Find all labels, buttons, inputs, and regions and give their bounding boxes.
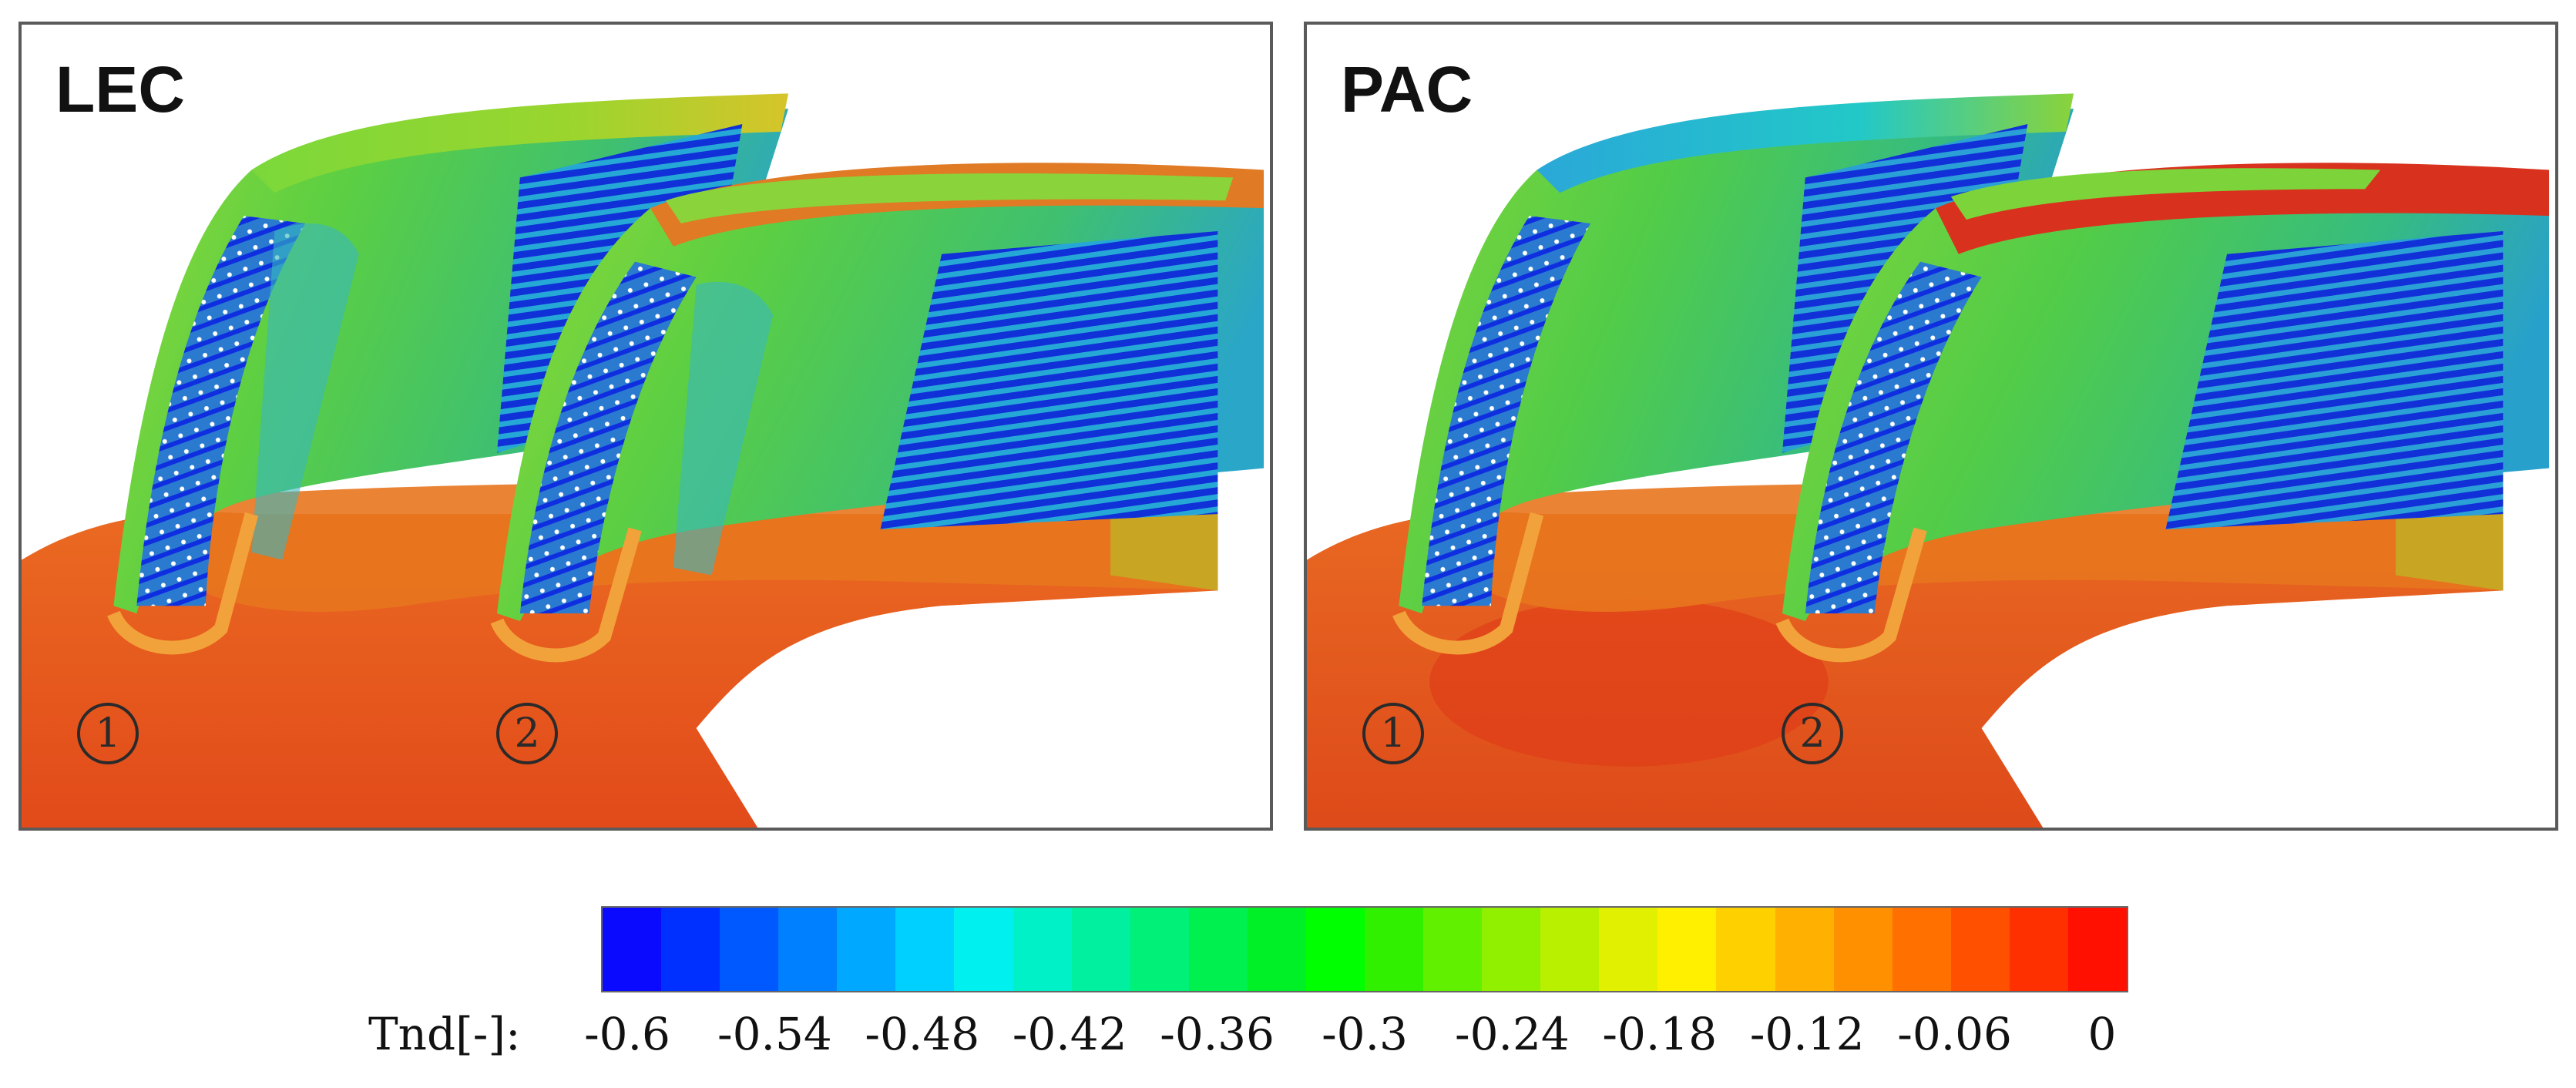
colorbar xyxy=(601,906,2128,992)
colorbar-tick-label: -0.6 xyxy=(584,1008,670,1060)
colorbar-cell xyxy=(1071,908,1130,991)
location-marker-1: 1 xyxy=(77,703,139,764)
colorbar-cell xyxy=(603,908,662,991)
colorbar-cell xyxy=(1130,908,1189,991)
pac-contour-image xyxy=(1307,93,2555,828)
colorbar-cell xyxy=(954,908,1013,991)
colorbar-cell xyxy=(1305,908,1365,991)
colorbar-tick-label: -0.06 xyxy=(1897,1008,2012,1060)
colorbar-cell xyxy=(895,908,955,991)
colorbar-cell xyxy=(1657,908,1717,991)
colorbar-cell xyxy=(720,908,779,991)
panel-pac: PAC 1 2 xyxy=(1304,22,2558,831)
colorbar-tick-label: -0.48 xyxy=(865,1008,980,1060)
location-marker-2: 2 xyxy=(496,703,558,764)
colorbar-cell xyxy=(778,908,838,991)
lec-contour-image xyxy=(22,93,1270,828)
colorbar-cell xyxy=(837,908,896,991)
colorbar-cell xyxy=(1833,908,1893,991)
colorbar-cell xyxy=(661,908,720,991)
location-marker-1: 1 xyxy=(1362,703,1424,764)
panel-title: LEC xyxy=(55,53,185,126)
colorbar-tick-label: -0.18 xyxy=(1602,1008,1718,1060)
colorbar-tick-label: -0.54 xyxy=(717,1008,832,1060)
colorbar-cell xyxy=(1013,908,1072,991)
colorbar-cell xyxy=(2067,908,2128,991)
colorbar-tick-label: -0.42 xyxy=(1012,1008,1127,1060)
colorbar-cell xyxy=(1482,908,1541,991)
colorbar-cell xyxy=(1599,908,1658,991)
colorbar-cell xyxy=(1540,908,1600,991)
colorbar-cell xyxy=(1188,908,1248,991)
colorbar-tick-label: 0 xyxy=(2087,1008,2117,1060)
colorbar-tick-label: -0.3 xyxy=(1322,1008,1408,1060)
colorbar-tick-label: -0.36 xyxy=(1160,1008,1275,1060)
colorbar-tick-label: -0.12 xyxy=(1749,1008,1865,1060)
colorbar-cell xyxy=(1775,908,1834,991)
location-marker-2: 2 xyxy=(1782,703,1843,764)
colorbar-cell xyxy=(1892,908,1951,991)
colorbar-cell xyxy=(1950,908,2010,991)
colorbar-tick-label: -0.24 xyxy=(1455,1008,1570,1060)
panel-title: PAC xyxy=(1341,53,1473,126)
colorbar-cell xyxy=(1423,908,1483,991)
colorbar-cell xyxy=(2009,908,2068,991)
colorbar-cell xyxy=(1365,908,1424,991)
panel-lec: LEC 1 2 xyxy=(18,22,1273,831)
colorbar-cell xyxy=(1247,908,1306,991)
colorbar-label: Tnd[-]: xyxy=(368,1008,521,1060)
colorbar-cell xyxy=(1716,908,1775,991)
